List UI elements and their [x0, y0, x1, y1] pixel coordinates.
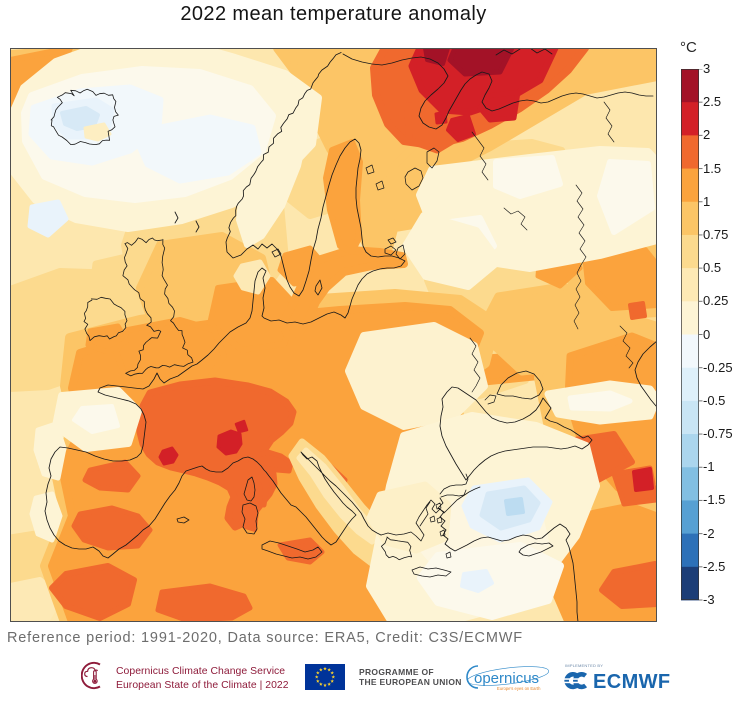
svg-text:opernicus: opernicus: [474, 670, 539, 687]
svg-text:Europe's eyes on Earth: Europe's eyes on Earth: [497, 686, 541, 691]
svg-text:ECMWF: ECMWF: [593, 671, 671, 691]
